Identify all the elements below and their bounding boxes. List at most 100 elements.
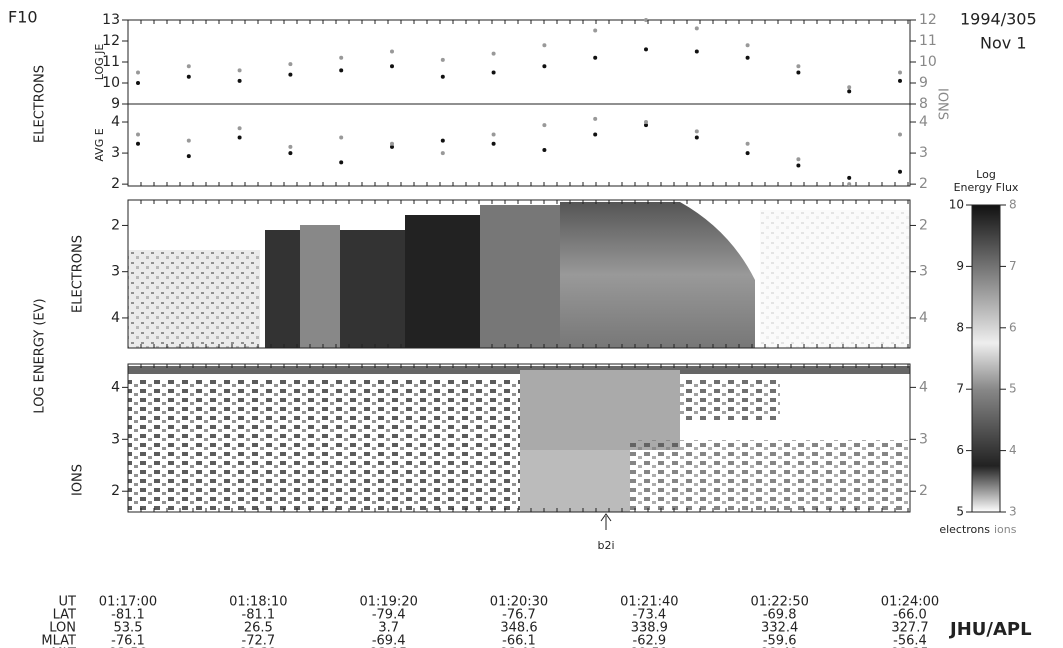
row-label: MLAT (41, 634, 76, 648)
y2-tick-label: 6 (1009, 320, 1017, 334)
data-point (644, 18, 648, 22)
y2-tick-label: 2 (919, 176, 928, 192)
data-point (390, 64, 394, 69)
table-cell: -81.1 (242, 608, 276, 623)
row-label: MLT (51, 647, 76, 648)
y-tick-label: 2 (111, 483, 120, 499)
data-point (339, 160, 344, 165)
data-point (390, 144, 394, 149)
table-cell: 01:18:10 (229, 595, 287, 610)
data-point (745, 43, 750, 48)
y-tick-label: 10 (949, 198, 964, 212)
data-point (745, 151, 750, 156)
data-point (644, 47, 648, 52)
data-point (644, 120, 648, 125)
data-point (898, 169, 902, 174)
satellite: F10 (8, 8, 38, 27)
colorbar-title: Energy Flux (954, 181, 1019, 194)
annotation-arrow (600, 513, 612, 522)
panel-frame (127, 199, 911, 349)
table-cell: 23:01 (500, 647, 537, 648)
data-point (593, 116, 598, 121)
table-cell: -59.6 (763, 634, 797, 648)
data-point (440, 138, 445, 143)
table-cell: -69.8 (763, 608, 797, 623)
y2-tick-label: 7 (1009, 259, 1017, 273)
table-cell: -66.0 (893, 608, 927, 623)
data-point (186, 64, 191, 69)
data-point (644, 123, 648, 128)
y2-tick-label: 4 (919, 310, 928, 326)
data-point (136, 70, 140, 75)
row-label: UT (59, 595, 77, 610)
table-cell: 01:17:00 (99, 595, 157, 610)
data-point (491, 51, 496, 56)
data-point (694, 129, 699, 134)
panel-frame (127, 19, 911, 187)
data-point (694, 26, 699, 31)
data-point (136, 132, 140, 137)
data-point (491, 132, 496, 137)
data-point (440, 74, 445, 79)
data-point (288, 72, 293, 77)
data-point (288, 62, 293, 67)
table-cell: -76.7 (502, 608, 536, 623)
table-cell: 23:56 (109, 647, 146, 648)
table-cell: -79.4 (372, 608, 406, 623)
colorbar-title: Log (976, 168, 996, 181)
table-cell: 327.7 (891, 621, 928, 636)
row-label: LON (49, 621, 76, 636)
y2-tick-label: 3 (919, 145, 928, 161)
table-cell: 23:15 (370, 647, 407, 648)
data-point (694, 49, 699, 54)
data-point (796, 163, 801, 168)
date: 1994/305 (960, 10, 1037, 29)
group-label: ELECTRONS (33, 65, 48, 143)
data-point (390, 49, 394, 54)
date: Nov 1 (980, 34, 1027, 53)
group-label: IONS (935, 88, 950, 120)
data-point (491, 70, 496, 75)
data-point (339, 55, 344, 60)
y2-tick-label: 8 (1009, 198, 1017, 212)
data-point (237, 78, 242, 83)
data-point (593, 28, 598, 33)
y2-tick-label: 8 (919, 96, 928, 112)
data-point (237, 126, 242, 131)
y-tick-label: 3 (111, 264, 120, 280)
data-point (288, 144, 293, 149)
data-point (339, 68, 344, 73)
data-point (339, 135, 344, 140)
data-point (796, 64, 801, 69)
y2-tick-label: 2 (919, 217, 928, 233)
y2-tick-label: 5 (1009, 382, 1017, 396)
data-point (440, 151, 445, 156)
table-cell: -56.4 (893, 634, 927, 648)
y2-tick-label: 4 (1009, 443, 1017, 457)
data-point (390, 141, 394, 146)
annotation: b2i (597, 539, 614, 552)
y-tick-label: 7 (956, 382, 964, 396)
data-point (593, 55, 598, 60)
table-cell: -73.4 (633, 608, 667, 623)
table-cell: 01:20:30 (490, 595, 548, 610)
y2-tick-label: 3 (919, 431, 928, 447)
data-point (186, 138, 191, 143)
data-point (898, 70, 902, 75)
colorbar (971, 204, 1001, 513)
y-tick-label: 10 (102, 75, 120, 91)
table-cell: -66.1 (502, 634, 536, 648)
data-point (898, 132, 902, 137)
table-cell: -69.4 (372, 634, 406, 648)
table-cell: 348.6 (500, 621, 537, 636)
row-label: LAT (53, 608, 76, 623)
y2-tick-label: 2 (919, 483, 928, 499)
data-point (186, 74, 191, 79)
group-label: IONS (71, 464, 86, 496)
y-tick-label: 11 (102, 54, 120, 70)
group-label: ELECTRONS (71, 235, 86, 313)
ion-spectrogram (128, 364, 910, 512)
data-point (745, 141, 750, 146)
panel-frame (127, 363, 911, 513)
